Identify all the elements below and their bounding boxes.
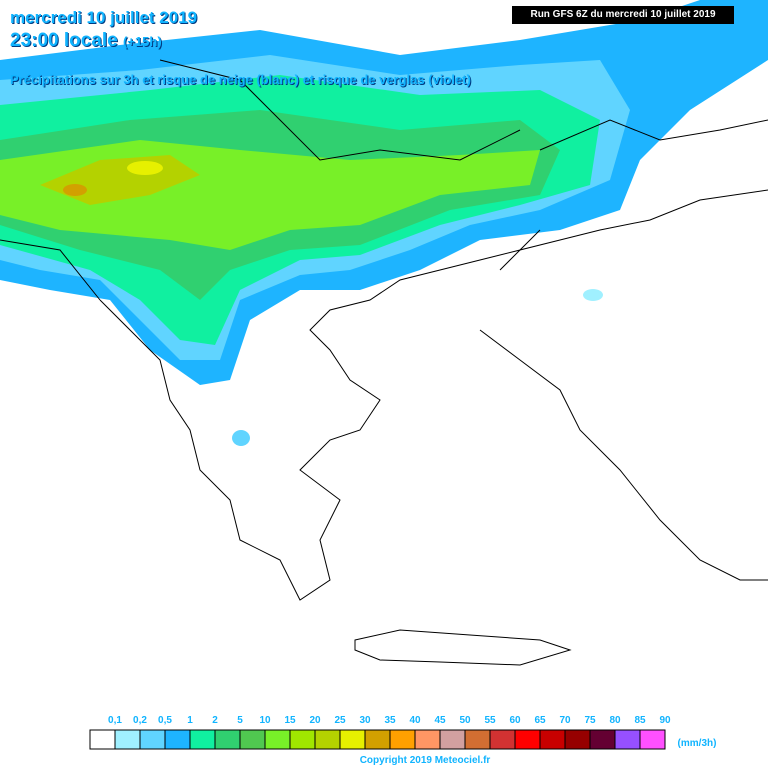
subtitle: Précipitations sur 3h et risque de neige…	[10, 72, 471, 87]
legend-swatch	[264, 729, 291, 750]
legend-label: 30	[359, 715, 371, 726]
date: mercredi 10 juillet 2019	[10, 8, 198, 27]
legend-unit: (mm/3h)	[678, 738, 717, 749]
legend-swatch	[114, 729, 141, 750]
legend-label: 60	[509, 715, 521, 726]
legend-swatch	[239, 729, 266, 750]
legend-swatch	[639, 729, 666, 750]
legend-label: 80	[609, 715, 621, 726]
time: 23:00 locale (+15h)	[10, 30, 162, 52]
legend-swatch	[214, 729, 241, 750]
legend-label: 20	[309, 715, 321, 726]
legend-swatch	[614, 729, 641, 750]
legend-label: 0,5	[158, 715, 172, 726]
legend-label: 50	[459, 715, 471, 726]
precipitation-field	[0, 0, 768, 446]
legend-swatch	[439, 729, 466, 750]
legend-swatch	[164, 729, 191, 750]
legend-label: 10	[259, 715, 271, 726]
legend-swatch	[564, 729, 591, 750]
legend-label: 0,1	[108, 715, 122, 726]
legend-label: 5	[237, 715, 243, 726]
legend-swatch	[589, 729, 616, 750]
legend-swatch	[339, 729, 366, 750]
legend-label: 65	[534, 715, 546, 726]
legend-swatch	[139, 729, 166, 750]
legend-label: 15	[284, 715, 296, 726]
legend-label: 25	[334, 715, 346, 726]
legend-swatch	[314, 729, 341, 750]
legend-label: 40	[409, 715, 421, 726]
local-time: 23:00 locale	[10, 30, 118, 51]
legend-swatch	[464, 729, 491, 750]
legend-label: 1	[187, 715, 193, 726]
offset: (+15h)	[123, 34, 162, 49]
legend-swatch	[414, 729, 441, 750]
legend-swatch	[189, 729, 216, 750]
legend-label: 35	[384, 715, 396, 726]
coastlines	[0, 59, 768, 666]
legend-swatch	[89, 729, 116, 750]
legend-swatch	[364, 729, 391, 750]
legend-label: 75	[584, 715, 596, 726]
legend-swatch	[389, 729, 416, 750]
legend-label: 45	[434, 715, 446, 726]
run-label: Run GFS 6Z du mercredi 10 juillet 2019	[512, 6, 734, 24]
legend-swatch	[514, 729, 541, 750]
legend-swatch	[289, 729, 316, 750]
legend-swatch	[539, 729, 566, 750]
legend-label: 2	[212, 715, 218, 726]
legend-label: 85	[634, 715, 646, 726]
legend-label: 90	[659, 715, 671, 726]
legend-label: 70	[559, 715, 571, 726]
copyright: Copyright 2019 Meteociel.fr	[360, 755, 491, 766]
legend-label: 55	[484, 715, 496, 726]
legend-swatch	[489, 729, 516, 750]
legend-label: 0,2	[133, 715, 147, 726]
